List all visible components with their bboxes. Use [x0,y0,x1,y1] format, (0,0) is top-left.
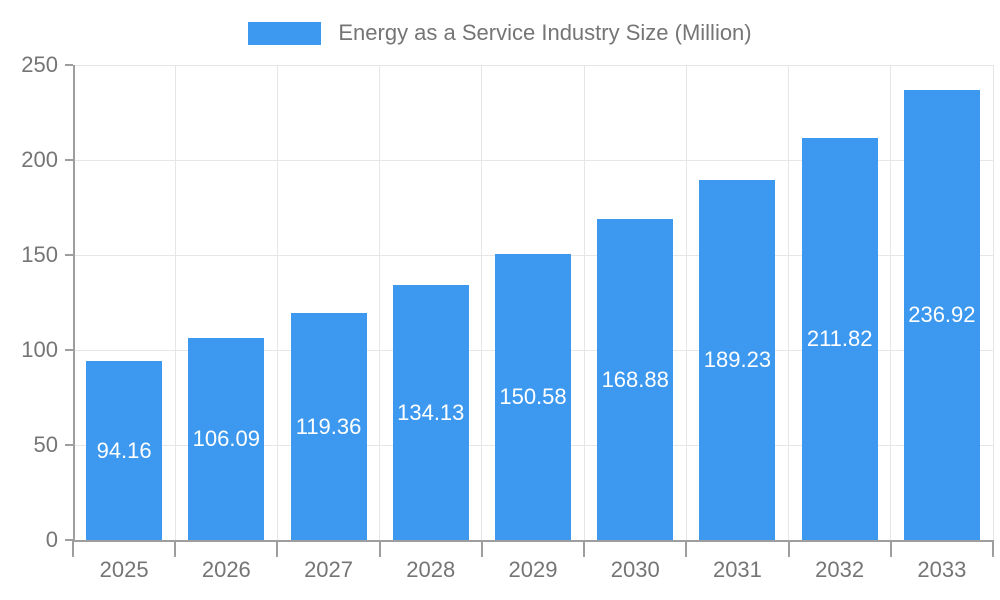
x-axis-category-label: 2031 [712,557,762,582]
y-axis-tick [65,254,73,256]
bar-2032[interactable]: 211.82 [801,137,878,540]
x-axis-category-label: 2032 [815,557,865,582]
x-axis-category-label: 2029 [508,557,558,582]
x-axis-tick [276,540,279,557]
x-axis-category-label: 2028 [406,557,456,582]
bar-2029[interactable]: 150.58 [495,253,571,540]
x-axis-tick [583,540,586,557]
x-axis-tick [889,540,892,557]
x-gridline [379,65,381,540]
bar-2025[interactable]: 94.16 [86,361,163,540]
y-axis-tick [65,64,73,66]
x-gridline [685,65,687,540]
legend-label: Energy as a Service Industry Size (Milli… [338,20,752,45]
bar-2026[interactable]: 106.09 [188,338,265,540]
x-gridline [481,65,483,540]
bar-2030[interactable]: 168.88 [597,219,674,540]
legend[interactable]: Energy as a Service Industry Size (Milli… [0,20,1000,46]
x-gridline [890,65,892,540]
y-axis-tick-label: 0 [45,527,58,552]
x-gridline [174,65,176,540]
x-gridline [992,65,994,540]
bar-2031[interactable]: 189.23 [699,180,776,540]
y-axis-tick-label: 200 [21,147,58,172]
y-axis-tick-label: 50 [33,432,58,457]
x-gridline [276,65,278,540]
bar-2027[interactable]: 119.36 [290,313,367,540]
legend-swatch-icon [248,21,322,45]
y-axis-line [73,65,75,540]
bar-value-label: 134.13 [397,399,465,425]
bar-value-label: 150.58 [499,383,567,409]
y-axis-tick-label: 150 [21,242,58,267]
bar-value-label: 211.82 [806,325,873,351]
x-axis-tick [174,540,177,557]
bar-value-label: 106.09 [192,426,260,452]
x-axis-category-label: 2027 [304,557,354,582]
bar-2028[interactable]: 134.13 [392,285,469,540]
bar-value-label: 94.16 [96,437,152,463]
x-axis-category-label: 2025 [99,557,149,582]
x-axis-tick [480,540,483,557]
bar-value-label: 189.23 [703,347,772,373]
x-axis-tick [992,540,994,557]
plot-area: 0 50 100 150 200 250 94.16 2025 106.09 2026 119.36… [21,52,994,582]
x-gridline [788,65,790,540]
y-axis-tick-label: 250 [21,52,58,77]
x-axis-line [73,540,993,542]
bar-2033[interactable]: 236.92 [903,89,980,540]
y-axis-tick [65,444,73,446]
x-axis-category-label: 2030 [610,557,660,582]
x-axis-category-label: 2026 [201,557,251,582]
bar-value-label: 168.88 [601,366,669,392]
y-axis-tick-label: 100 [21,337,58,362]
bar-value-label: 119.36 [295,413,362,439]
y-axis-tick [65,159,73,161]
y-axis-tick [65,539,73,541]
x-axis-category-label: 2033 [917,557,967,582]
x-axis-tick [378,540,381,557]
x-axis-tick [72,540,74,557]
y-axis-tick [65,349,73,351]
bar-value-label: 236.92 [908,301,976,327]
x-axis-tick [787,540,790,557]
x-axis-tick [685,540,688,557]
x-gridline [583,65,585,540]
y-gridline [73,64,993,66]
y-gridline [73,159,993,161]
